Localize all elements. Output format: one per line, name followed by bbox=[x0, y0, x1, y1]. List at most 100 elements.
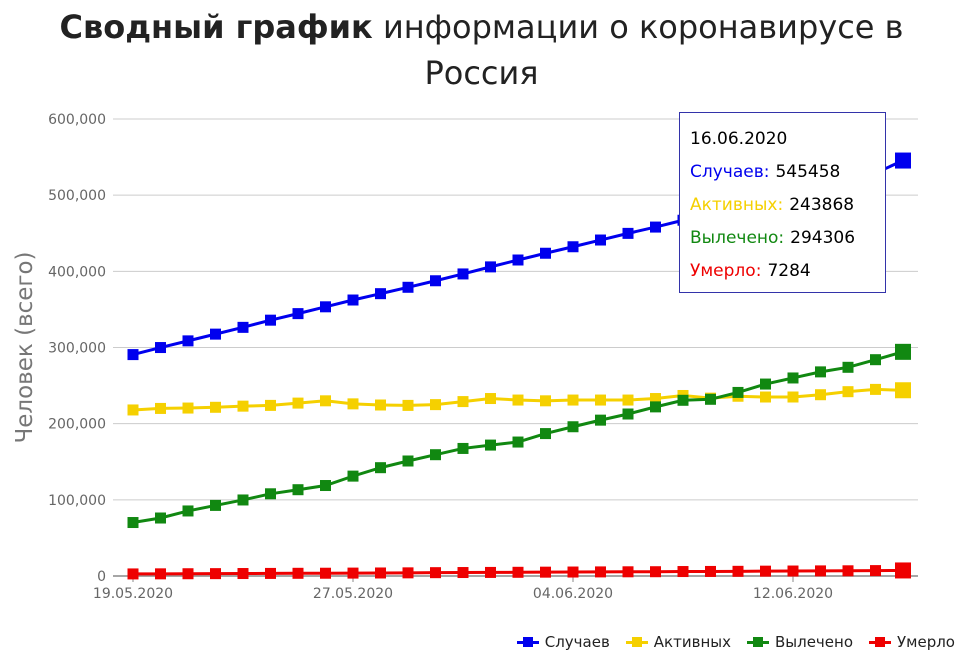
y-tick-label: 0 bbox=[97, 569, 106, 585]
data-point bbox=[650, 566, 661, 578]
data-point bbox=[567, 241, 579, 253]
data-point bbox=[210, 401, 221, 413]
y-tick-label: 500,000 bbox=[48, 188, 106, 204]
data-point bbox=[292, 397, 304, 409]
data-point bbox=[677, 566, 689, 578]
data-point bbox=[677, 394, 689, 406]
data-point bbox=[430, 449, 441, 461]
data-point bbox=[347, 470, 359, 482]
data-point bbox=[430, 567, 441, 579]
data-point bbox=[155, 512, 166, 524]
data-point bbox=[540, 566, 551, 578]
data-point bbox=[622, 394, 634, 406]
data-point bbox=[155, 342, 166, 354]
y-tick-label: 200,000 bbox=[48, 417, 106, 433]
legend-label: Вылечено bbox=[774, 633, 854, 651]
data-point bbox=[375, 399, 386, 411]
data-point bbox=[485, 566, 496, 578]
data-point bbox=[540, 428, 551, 440]
legend-line-marker-icon bbox=[746, 637, 769, 647]
y-tick-label: 400,000 bbox=[48, 264, 106, 280]
data-point bbox=[430, 275, 441, 287]
legend-item-active[interactable]: Активных bbox=[625, 633, 731, 651]
data-point bbox=[182, 568, 194, 580]
y-tick-label: 600,000 bbox=[48, 112, 106, 128]
data-point bbox=[127, 568, 139, 580]
data-point bbox=[567, 421, 579, 433]
data-point bbox=[512, 254, 524, 266]
legend-item-deaths[interactable]: Умерло bbox=[869, 633, 955, 651]
data-point bbox=[210, 499, 221, 511]
data-point bbox=[127, 349, 139, 361]
data-point bbox=[540, 395, 551, 407]
data-point bbox=[622, 566, 634, 578]
data-point bbox=[512, 436, 524, 448]
tooltip-row-active: Активных: 243868 bbox=[690, 189, 885, 222]
data-point bbox=[402, 567, 414, 579]
data-point bbox=[567, 566, 579, 578]
data-point bbox=[650, 221, 661, 233]
legend-item-cases[interactable]: Случаев bbox=[516, 633, 610, 651]
data-point bbox=[595, 566, 606, 578]
data-point bbox=[870, 565, 881, 577]
data-point bbox=[760, 565, 771, 577]
data-point bbox=[155, 568, 166, 580]
data-point bbox=[760, 391, 771, 403]
data-point bbox=[457, 442, 469, 454]
data-point bbox=[650, 393, 661, 405]
data-point bbox=[567, 394, 579, 406]
data-point bbox=[787, 565, 799, 577]
y-axis-title: Человек (всего) bbox=[12, 251, 38, 443]
data-point bbox=[842, 386, 854, 398]
data-point bbox=[347, 294, 359, 306]
tooltip-value: 545458 bbox=[775, 162, 841, 182]
data-point bbox=[650, 401, 661, 413]
y-tick-label: 100,000 bbox=[48, 493, 106, 509]
x-tick-label: 19.05.2020 bbox=[93, 586, 173, 602]
data-point bbox=[815, 565, 826, 577]
legend-line-marker-icon bbox=[869, 637, 892, 647]
data-point bbox=[375, 288, 386, 300]
tooltip-row-recovered: Вылечено: 294306 bbox=[690, 222, 885, 255]
data-point bbox=[402, 399, 414, 411]
legend-line-marker-icon bbox=[625, 637, 648, 647]
data-point bbox=[375, 567, 386, 579]
data-point bbox=[485, 261, 496, 273]
data-point bbox=[237, 400, 249, 412]
data-point bbox=[457, 268, 469, 280]
data-point bbox=[402, 281, 414, 293]
tooltip-label: Случаев: bbox=[690, 162, 770, 182]
x-tick-label: 27.05.2020 bbox=[313, 586, 393, 602]
data-point bbox=[237, 568, 249, 580]
data-point bbox=[292, 567, 304, 579]
data-point bbox=[595, 394, 606, 406]
data-point bbox=[705, 393, 716, 405]
data-point bbox=[155, 402, 166, 414]
data-point bbox=[815, 366, 826, 378]
legend-item-recovered[interactable]: Вылечено bbox=[746, 633, 854, 651]
legend-line-marker-icon bbox=[516, 637, 539, 647]
data-point bbox=[237, 321, 249, 333]
tooltip-row-deaths: Умерло: 7284 bbox=[690, 255, 885, 288]
data-point bbox=[347, 398, 359, 410]
data-point bbox=[870, 354, 881, 366]
data-point bbox=[787, 391, 799, 403]
data-point bbox=[870, 383, 881, 395]
tooltip-label: Вылечено: bbox=[690, 228, 785, 248]
tooltip-value: 243868 bbox=[789, 195, 855, 215]
data-point bbox=[320, 567, 331, 579]
x-tick-label: 12.06.2020 bbox=[753, 586, 833, 602]
legend-label: Активных bbox=[653, 633, 731, 651]
tooltip-row-cases: Случаев: 545458 bbox=[690, 156, 885, 189]
data-point bbox=[375, 462, 386, 474]
data-point bbox=[430, 399, 441, 411]
data-point bbox=[787, 372, 799, 384]
tooltip-label: Умерло: bbox=[690, 261, 762, 281]
highlighted-data-point bbox=[895, 152, 911, 169]
data-point bbox=[292, 484, 304, 496]
data-point bbox=[347, 567, 359, 579]
data-point bbox=[265, 399, 276, 411]
data-point bbox=[595, 414, 606, 426]
chart-legend: Случаев Активных Вылечено Умерло bbox=[501, 631, 955, 653]
